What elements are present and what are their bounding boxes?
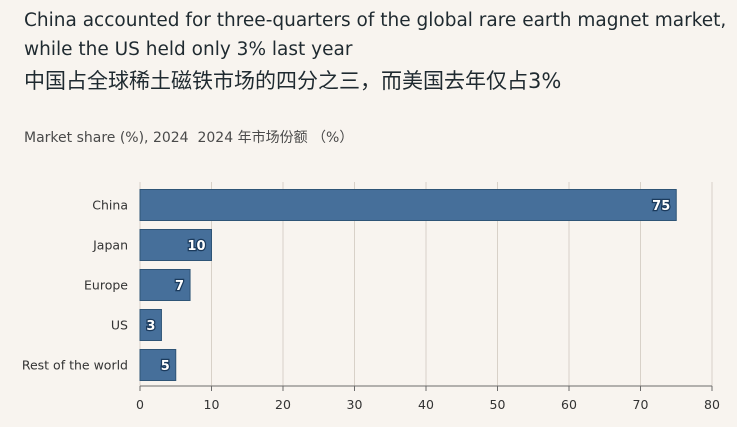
x-tick-label-50: 50	[490, 397, 506, 412]
value-label-europe: 7	[175, 279, 184, 294]
bar-japan	[139, 229, 212, 261]
chart-title: China accounted for three-quarters of th…	[24, 10, 727, 60]
x-tick-label-60: 60	[561, 397, 577, 412]
value-labels: 75 10 7 3 5	[145, 198, 671, 376]
x-tick-labels: 0 10 20 30 40 50 60 70 80	[136, 397, 720, 412]
category-label-china: China	[92, 198, 128, 213]
bars	[139, 189, 677, 381]
bar-us	[139, 309, 162, 341]
category-label-rest-of-the-world: Rest of the world	[22, 358, 128, 373]
value-label-us: 3	[146, 319, 155, 334]
value-label-japan: 10	[187, 239, 205, 254]
chart-subtitle: Market share (%), 2024 2024 年市场份额 （%）	[24, 130, 354, 146]
x-tick-label-10: 10	[204, 397, 220, 412]
chart-title-chinese: 中国占全球稀土磁铁市场的四分之三，而美国去年仅占3%	[24, 69, 562, 93]
x-tick-label-0: 0	[136, 397, 144, 412]
category-labels: China Japan Europe US Rest of the world	[22, 198, 128, 373]
x-axis	[139, 385, 713, 391]
category-label-us: US	[111, 318, 128, 333]
value-label-china: 75	[652, 199, 670, 214]
value-label-rest-of-the-world: 5	[161, 359, 170, 374]
x-tick-label-20: 20	[275, 397, 291, 412]
category-label-europe: Europe	[84, 278, 128, 293]
x-tick-label-30: 30	[347, 397, 363, 412]
category-label-japan: Japan	[92, 238, 128, 253]
x-tick-label-80: 80	[704, 397, 720, 412]
bar-rest-of-the-world	[139, 349, 177, 381]
bar-europe	[139, 269, 191, 301]
x-tick-label-70: 70	[633, 397, 649, 412]
bar-china	[139, 189, 677, 221]
x-tick-label-40: 40	[418, 397, 434, 412]
